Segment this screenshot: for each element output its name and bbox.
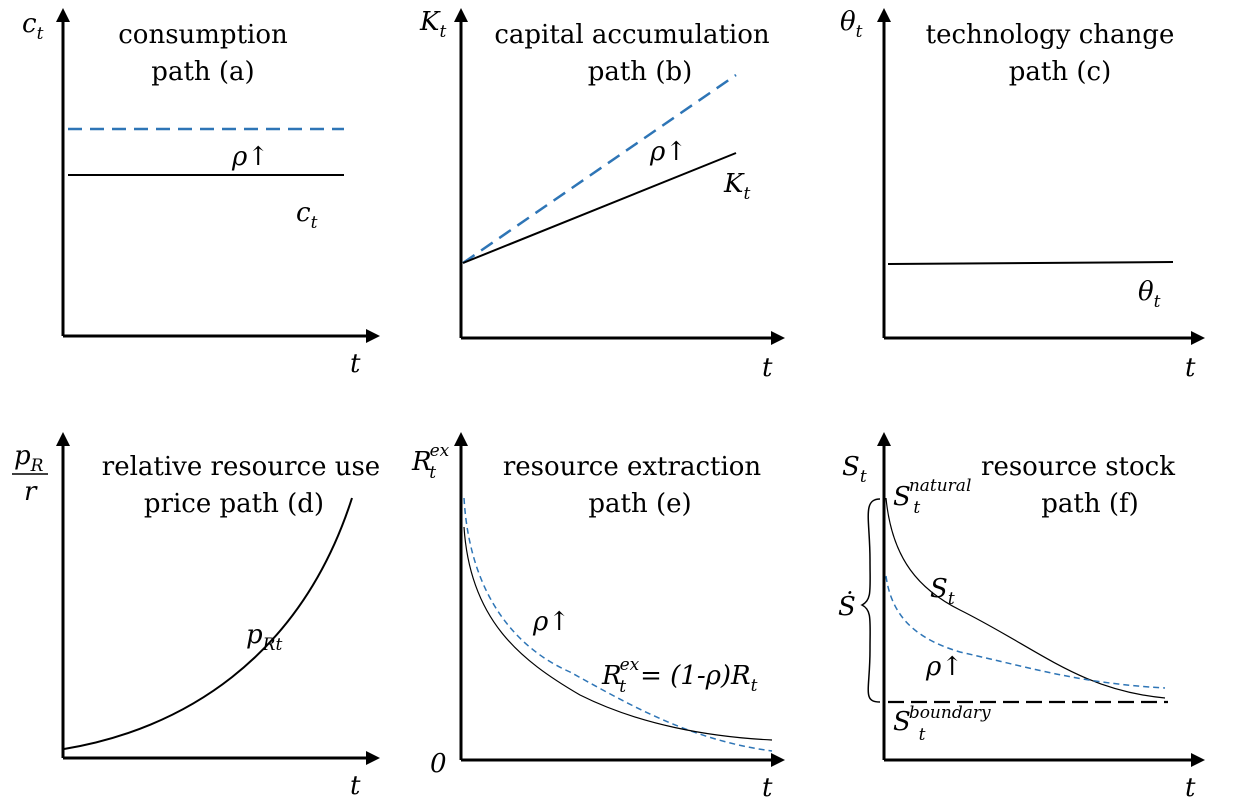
panel-d-price-curve xyxy=(63,497,353,750)
panel-e-x-arrow xyxy=(771,753,785,767)
panel-c-technology-line xyxy=(887,261,1174,265)
panel-d-y-label-numerator: pR xyxy=(14,441,44,476)
panel-e-formula: Rex t = (1-ρ)Rt xyxy=(601,655,758,697)
panel-b-x-arrow xyxy=(771,331,785,345)
panel-b-y-arrow xyxy=(454,8,468,22)
panel-d-y-label-denominator: r xyxy=(24,477,38,507)
panel-e-title-line1: resource extraction xyxy=(503,452,762,482)
panel-a-y-label: ct xyxy=(22,9,44,44)
panel-d-title-line2: price path (d) xyxy=(144,489,324,519)
panel-a-curve-label: ct xyxy=(296,198,318,233)
panel-f: St t resource stock path (f) Snatural t Ṡ… xyxy=(838,432,1205,802)
panel-a-x-arrow xyxy=(366,329,380,343)
panel-e-y-arrow xyxy=(454,432,468,446)
panel-d-x-arrow xyxy=(366,751,380,765)
panel-a-title-line2: path (a) xyxy=(151,57,254,87)
panel-d-title-line1: relative resource use xyxy=(102,452,380,482)
panel-b-capital-line xyxy=(462,152,737,264)
panel-e-y-label: Rex t xyxy=(411,441,450,483)
panel-f-shifted-stock-curve xyxy=(885,575,1166,689)
panel-b-curve-label: Kt xyxy=(723,169,750,204)
panel-f-sdot-label: Ṡ xyxy=(838,590,856,622)
panel-e-title-line2: path (e) xyxy=(588,489,691,519)
panel-f-title-line2: path (f) xyxy=(1041,489,1139,519)
panel-c-x-arrow xyxy=(1191,331,1205,345)
panel-d: pR r t relative resource use price path … xyxy=(12,432,380,801)
panel-f-stock-curve xyxy=(885,497,1166,699)
panel-e: Rex t 0 t resource extraction path (e) ρ↑… xyxy=(411,432,785,802)
panel-b-title-line2: path (b) xyxy=(588,57,693,87)
panel-d-x-label: t xyxy=(350,771,361,801)
panel-a-y-arrow xyxy=(56,8,70,22)
panel-f-title-line1: resource stock xyxy=(981,452,1175,482)
panel-d-y-arrow xyxy=(56,432,70,446)
panel-b-shift-label: ρ↑ xyxy=(649,137,687,167)
panel-f-boundary-label: Sboundary t xyxy=(893,703,991,745)
panel-f-y-arrow xyxy=(877,432,891,446)
panel-f-x-arrow xyxy=(1191,753,1205,767)
panel-b-shifted-capital-line xyxy=(462,73,737,265)
panel-f-natural-label: Snatural t xyxy=(893,476,971,518)
panel-e-x-label: t xyxy=(762,773,773,802)
panel-c-x-label: t xyxy=(1185,353,1196,383)
panel-e-shifted-extraction-curve xyxy=(463,497,773,752)
panel-b-title-line1: capital accumulation xyxy=(494,20,770,50)
panel-e-extraction-curve xyxy=(463,526,773,741)
panel-f-x-label: t xyxy=(1185,773,1196,802)
panel-a-title-line1: consumption xyxy=(118,20,288,50)
panel-d-curve-label: pRt xyxy=(246,620,282,655)
panel-a: ct t consumption path (a) ρ↑ ct xyxy=(22,8,380,379)
panel-c-title-line1: technology change xyxy=(926,20,1175,50)
panel-f-y-label: St xyxy=(842,452,867,487)
panel-f-curve-label: St xyxy=(930,574,955,609)
panel-b: Kt t capital accumulation path (b) ρ↑ Kt xyxy=(419,7,785,383)
panel-c-y-arrow xyxy=(877,8,891,22)
panel-f-curly-brace xyxy=(860,498,881,703)
panel-b-x-label: t xyxy=(762,353,773,383)
panel-e-shift-label: ρ↑ xyxy=(532,607,570,637)
panel-a-shift-label: ρ↑ xyxy=(231,142,269,172)
panel-c-curve-label: θt xyxy=(1138,277,1161,312)
panel-c-y-label: θt xyxy=(840,7,863,42)
panel-e-origin-label: 0 xyxy=(430,749,447,779)
panel-b-y-label: Kt xyxy=(419,7,446,42)
panel-c-title-line2: path (c) xyxy=(1009,57,1111,87)
panel-c: θt t technology change path (c) θt xyxy=(840,7,1205,383)
panel-a-x-label: t xyxy=(350,349,361,379)
panel-f-shift-label: ρ↑ xyxy=(925,652,963,682)
